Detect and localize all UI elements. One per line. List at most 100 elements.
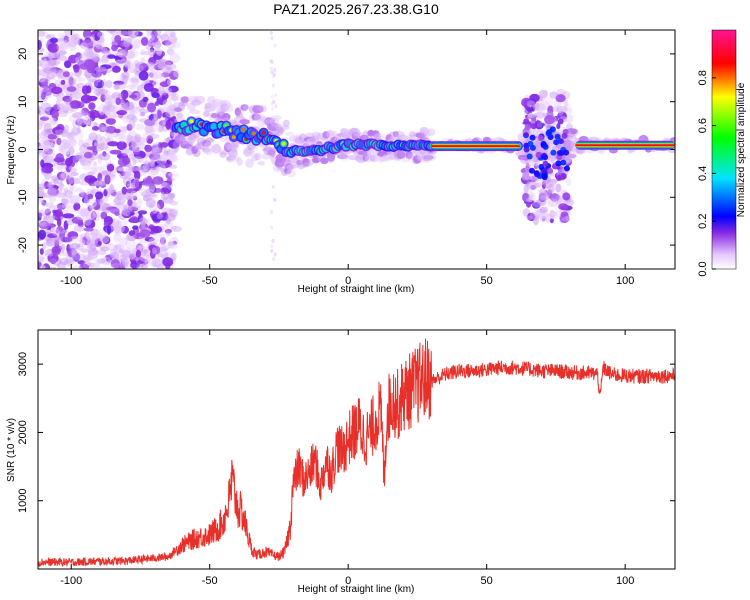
heatmap-cell — [91, 166, 97, 175]
heatmap-cell — [194, 143, 202, 150]
heatmap-cell — [565, 178, 572, 186]
heatmap-cell — [128, 163, 134, 173]
heatmap-cell — [66, 133, 75, 141]
heatmap-cell — [57, 102, 68, 113]
heatmap-cell — [235, 111, 244, 119]
heatmap-cell — [227, 142, 239, 153]
heatmap-cell — [545, 130, 552, 137]
heatmap-cell — [544, 97, 554, 105]
heatmap-cell — [206, 103, 217, 112]
heatmap-cell — [136, 137, 149, 144]
heatmap-cell — [42, 86, 53, 96]
heatmap-cell — [42, 263, 51, 269]
heatmap-cell — [59, 172, 65, 182]
heatmap-cell — [38, 229, 47, 240]
heatmap-cell — [107, 100, 113, 109]
heatmap-cell — [567, 152, 577, 160]
heatmap-cell — [143, 248, 148, 255]
heatmap-cell — [168, 192, 176, 198]
heatmap-cell — [157, 241, 167, 249]
heatmap-cell — [557, 118, 564, 125]
heatmap-cell — [106, 30, 116, 34]
heatmap-cell — [270, 225, 274, 230]
heatmap-cell — [165, 109, 176, 118]
heatmap-cell — [160, 33, 169, 42]
spectrogram-ytick-label: -10 — [17, 189, 29, 205]
heatmap-cell — [131, 156, 144, 163]
heatmap-cell — [102, 104, 110, 110]
heatmap-cell — [149, 47, 155, 53]
heatmap-cell — [150, 169, 159, 176]
heatmap-cell — [546, 178, 558, 184]
heatmap-cell — [49, 57, 59, 68]
heatmap-cell — [201, 139, 212, 147]
heatmap-cell — [158, 73, 165, 78]
heatmap-cell — [302, 162, 313, 167]
heatmap-cell — [95, 198, 104, 203]
heatmap-cell — [61, 34, 69, 43]
heatmap-cell — [48, 194, 56, 203]
heatmap-cell — [127, 199, 133, 207]
heatmap-cell — [98, 112, 106, 120]
heatmap-cell — [168, 192, 175, 198]
heatmap-cell — [69, 130, 76, 140]
heatmap-cell — [133, 143, 139, 149]
heatmap-cell — [544, 114, 556, 125]
heatmap-cell — [141, 169, 148, 174]
heatmap-cell — [160, 191, 166, 202]
heatmap-cell — [168, 38, 177, 43]
heatmap-cell — [426, 128, 436, 137]
heatmap-cell — [257, 117, 266, 128]
heatmap-cell — [46, 58, 57, 67]
heatmap-cell — [231, 135, 237, 140]
heatmap-cell — [167, 243, 178, 250]
heatmap-cell — [38, 212, 43, 218]
heatmap-cell — [38, 68, 41, 76]
heatmap-cell — [147, 62, 156, 72]
heatmap-cell — [382, 153, 393, 161]
heatmap-cell — [150, 155, 162, 162]
heatmap-cell — [59, 182, 64, 192]
heatmap-cell — [396, 150, 406, 160]
heatmap-cell — [115, 219, 122, 230]
heatmap-cell — [68, 165, 74, 171]
heatmap-cell — [148, 202, 154, 211]
heatmap-cell — [87, 109, 100, 119]
heatmap-cell — [419, 126, 429, 137]
heatmap-cell — [132, 195, 138, 201]
heatmap-cell — [59, 243, 67, 251]
heatmap-cell — [163, 87, 173, 94]
heatmap-cell — [79, 189, 85, 196]
heatmap-cell — [151, 146, 160, 157]
heatmap-cell — [38, 142, 41, 147]
heatmap-cell — [44, 208, 51, 216]
heatmap-cell — [309, 135, 319, 145]
heatmap-cell — [99, 180, 107, 188]
heatmap-cell — [413, 155, 422, 164]
heatmap-cell — [131, 139, 139, 150]
heatmap-cell — [166, 153, 179, 162]
heatmap-cell — [86, 146, 97, 151]
heatmap-cell — [98, 58, 110, 65]
spectrogram-heatmap — [38, 30, 675, 269]
heatmap-cell — [523, 118, 530, 125]
heatmap-cell — [369, 155, 376, 162]
heatmap-cell — [97, 142, 109, 151]
heatmap-cell — [66, 131, 79, 137]
heatmap-cell — [528, 167, 535, 174]
heatmap-cell — [520, 167, 532, 174]
heatmap-cell — [116, 166, 124, 174]
heatmap-cell — [257, 161, 265, 166]
heatmap-cell — [75, 243, 84, 251]
heatmap-cell — [526, 100, 536, 108]
heatmap-cell — [129, 101, 138, 109]
heatmap-cell — [87, 242, 93, 250]
heatmap-cell — [273, 123, 283, 134]
snr-xtick-label: 0 — [345, 575, 351, 587]
heatmap-cell — [100, 266, 111, 269]
heatmap-cell — [104, 125, 117, 134]
heatmap-cell — [138, 217, 149, 225]
heatmap-cell — [123, 101, 130, 111]
heatmap-cell — [123, 64, 129, 73]
heatmap-cell — [122, 171, 132, 177]
